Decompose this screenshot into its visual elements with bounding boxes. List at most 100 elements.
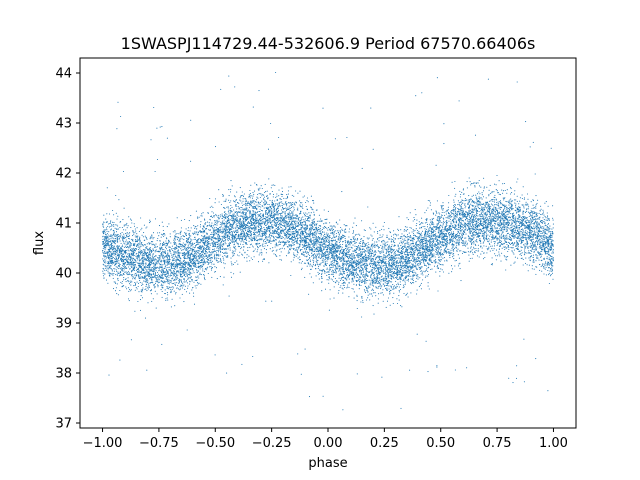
- data-point: [308, 396, 311, 398]
- data-point: [370, 255, 372, 257]
- data-point: [166, 276, 168, 278]
- data-point: [208, 222, 210, 224]
- data-point: [464, 207, 466, 209]
- data-point: [544, 216, 546, 218]
- data-point: [385, 278, 387, 280]
- data-point: [103, 254, 105, 256]
- data-point: [256, 232, 258, 234]
- data-point: [538, 228, 540, 230]
- data-point: [531, 219, 534, 221]
- data-point: [166, 297, 168, 299]
- data-point: [413, 230, 415, 232]
- data-point: [356, 300, 358, 302]
- data-point: [196, 271, 198, 274]
- data-point: [464, 226, 466, 228]
- data-point: [275, 213, 277, 215]
- data-point: [316, 262, 318, 264]
- data-point: [224, 233, 226, 235]
- data-point: [274, 200, 276, 202]
- data-point: [474, 134, 477, 136]
- data-point: [201, 256, 203, 258]
- data-point: [178, 280, 180, 282]
- data-point: [479, 238, 481, 240]
- data-point: [219, 249, 221, 251]
- data-point: [536, 215, 538, 217]
- data-point: [155, 262, 157, 264]
- data-point: [520, 252, 522, 255]
- data-point: [211, 233, 213, 236]
- data-point: [281, 225, 283, 227]
- data-point: [377, 260, 379, 262]
- data-point: [202, 228, 204, 230]
- data-point: [240, 209, 242, 211]
- data-point: [474, 240, 476, 242]
- data-point: [263, 194, 265, 196]
- data-point: [304, 244, 306, 246]
- data-point: [172, 247, 174, 250]
- data-point: [107, 225, 109, 227]
- data-point: [299, 223, 301, 225]
- data-point: [384, 247, 386, 249]
- data-point: [552, 257, 554, 259]
- data-point: [343, 271, 346, 273]
- data-point: [184, 261, 186, 264]
- data-point: [204, 234, 206, 236]
- data-point: [548, 259, 550, 261]
- data-point: [236, 226, 239, 228]
- data-point: [422, 226, 424, 228]
- data-point: [187, 264, 189, 266]
- data-point: [358, 278, 360, 280]
- data-point: [501, 189, 503, 191]
- data-point: [404, 280, 406, 282]
- data-point: [547, 223, 549, 226]
- data-point: [123, 242, 125, 244]
- data-point: [464, 204, 466, 206]
- data-point: [364, 246, 366, 248]
- data-point: [375, 287, 377, 289]
- data-point: [339, 286, 341, 288]
- data-point: [367, 294, 369, 296]
- data-point: [239, 243, 242, 245]
- data-point: [515, 205, 517, 207]
- data-point: [292, 212, 294, 214]
- data-point: [486, 212, 488, 214]
- data-point: [496, 219, 498, 221]
- data-point: [202, 232, 204, 234]
- data-point: [284, 238, 286, 240]
- data-point: [153, 256, 156, 258]
- scatter-points: [102, 71, 554, 411]
- data-point: [386, 300, 389, 302]
- data-point: [432, 262, 434, 264]
- data-point: [477, 248, 479, 250]
- data-point: [549, 238, 551, 241]
- data-point: [232, 246, 235, 248]
- data-point: [410, 282, 412, 284]
- data-point: [389, 292, 391, 294]
- data-point: [526, 210, 528, 212]
- data-point: [312, 264, 314, 266]
- data-point: [168, 279, 170, 281]
- data-point: [459, 190, 461, 192]
- data-point: [461, 191, 463, 193]
- data-point: [481, 192, 483, 194]
- data-point: [248, 234, 250, 236]
- data-point: [315, 260, 317, 262]
- data-point: [483, 252, 485, 254]
- data-point: [528, 228, 530, 230]
- data-point: [532, 199, 534, 201]
- data-point: [236, 217, 238, 219]
- data-point: [535, 247, 537, 249]
- data-point: [327, 238, 329, 240]
- data-point: [326, 279, 328, 281]
- data-point: [290, 247, 292, 249]
- data-point: [216, 247, 218, 249]
- data-point: [310, 249, 312, 252]
- data-point: [399, 277, 402, 279]
- data-point: [351, 274, 353, 276]
- data-point: [509, 234, 511, 236]
- data-point: [362, 273, 364, 275]
- data-point: [249, 232, 251, 234]
- data-point: [280, 248, 282, 250]
- data-point: [533, 268, 535, 270]
- data-point: [447, 239, 449, 242]
